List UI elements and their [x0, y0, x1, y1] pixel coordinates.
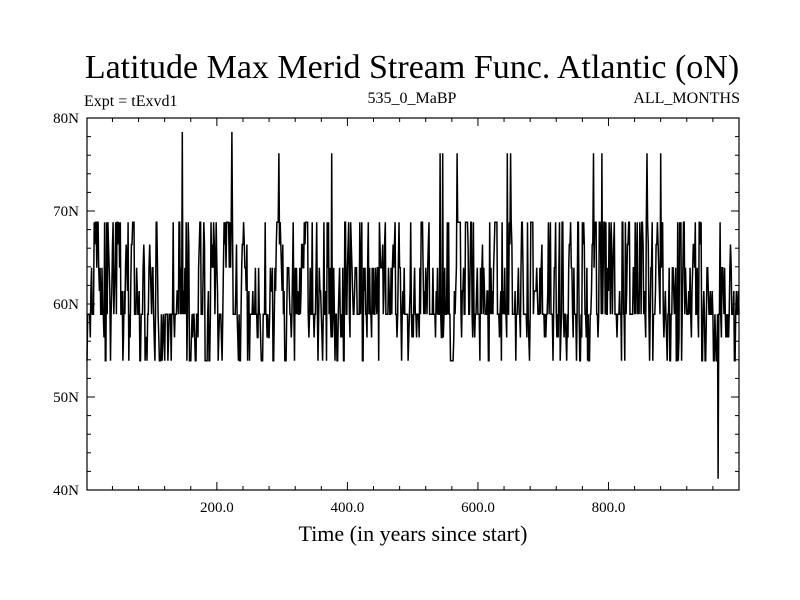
y-tick-label: 60N [53, 297, 79, 313]
subtitle-months: ALL_MONTHS [633, 90, 740, 107]
y-tick-label: 50N [53, 390, 79, 406]
series-line [86, 131, 740, 479]
x-tick-label: 800.0 [592, 500, 626, 516]
x-tick-label: 400.0 [331, 500, 365, 516]
y-tick-label: 80N [53, 111, 79, 127]
subtitle-experiment: Expt = tExvd1 [84, 93, 177, 110]
x-axis-label: Time (in years since start) [299, 521, 528, 546]
subtitle-run: 535_0_MaBP [368, 90, 457, 107]
data-series [86, 131, 740, 479]
y-tick-label: 40N [53, 483, 79, 499]
x-tick-label: 600.0 [461, 500, 495, 516]
y-tick-label: 70N [53, 204, 79, 220]
chart-title: Latitude Max Merid Stream Func. Atlantic… [85, 49, 739, 86]
axis-ticks: 40N 50N 60N 70N 80N 200.0 400.0 600.0 800.0 [53, 111, 739, 516]
x-tick-label: 200.0 [200, 500, 234, 516]
